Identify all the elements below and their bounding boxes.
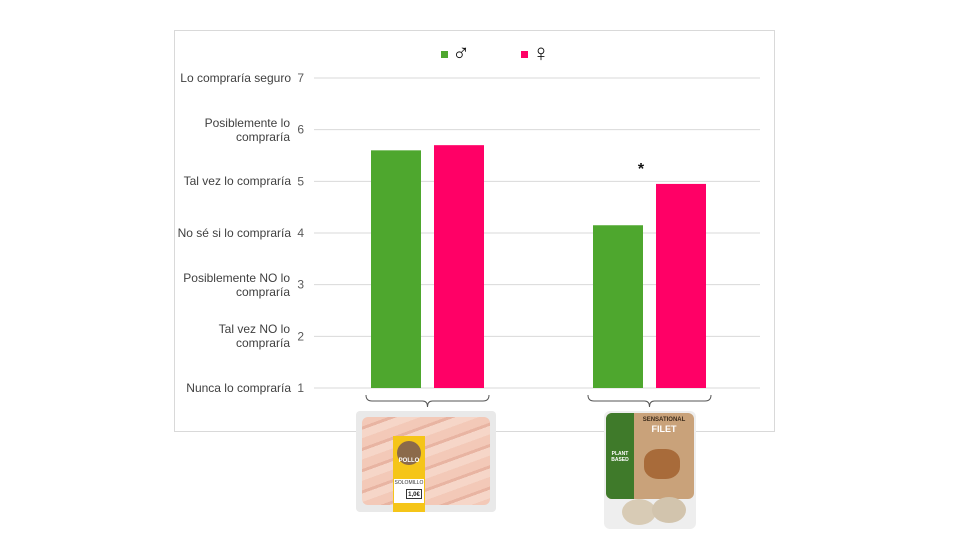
chicken-fillet-package-image: POLLO SOLOMILLO 1,0€ <box>356 411 496 512</box>
pollo-logo: POLLO <box>397 441 421 465</box>
y-tick-label: Tal vez NO lo compraría <box>218 322 290 351</box>
y-tick-value: 5 <box>297 174 304 188</box>
bar-plant-based-filet-female <box>656 183 706 388</box>
y-tick-value: 1 <box>297 381 304 395</box>
legend-label-female: ♀ <box>532 40 550 67</box>
y-tick-value: 4 <box>297 226 304 240</box>
sensational-text: SENSATIONAL <box>642 417 686 423</box>
y-tick-value: 2 <box>297 329 304 343</box>
y-tick-value: 6 <box>297 123 304 137</box>
solomillo-label: SOLOMILLO <box>394 480 424 486</box>
bar-plant-based-filet-male <box>593 225 643 388</box>
y-tick-label: Posiblemente lo compraría <box>204 115 290 144</box>
y-tick-value: 7 <box>297 71 304 85</box>
y-tick-label: No sé si lo compraría <box>177 226 291 240</box>
legend-item-female: ♀ <box>521 40 550 68</box>
bar-chicken-fillet-male <box>371 150 421 388</box>
category-bracket <box>365 394 490 408</box>
y-tick-value: 3 <box>297 278 304 292</box>
legend-swatch-male <box>441 50 448 58</box>
legend-item-male: ♂ <box>441 40 470 68</box>
filet-text: FILET <box>651 424 677 434</box>
y-tick-label: Tal vez lo compraría <box>183 174 291 189</box>
legend-swatch-female <box>521 50 528 58</box>
bar-chicken-fillet-female <box>434 145 484 388</box>
category-bracket <box>587 394 712 408</box>
plant-based-text: PLANT BASED <box>611 451 629 463</box>
plant-based-filet-package-image: SENSATIONAL FILET PLANT BASED <box>604 411 696 529</box>
y-tick-label: Nunca lo compraría <box>186 381 291 395</box>
price-label: 1,0€ <box>406 489 422 499</box>
legend-label-male: ♂ <box>452 40 470 67</box>
y-tick-label: Posiblemente NO lo compraría <box>183 270 290 299</box>
significance-marker: * <box>638 161 645 178</box>
y-tick-label: Lo compraría seguro <box>180 71 291 85</box>
